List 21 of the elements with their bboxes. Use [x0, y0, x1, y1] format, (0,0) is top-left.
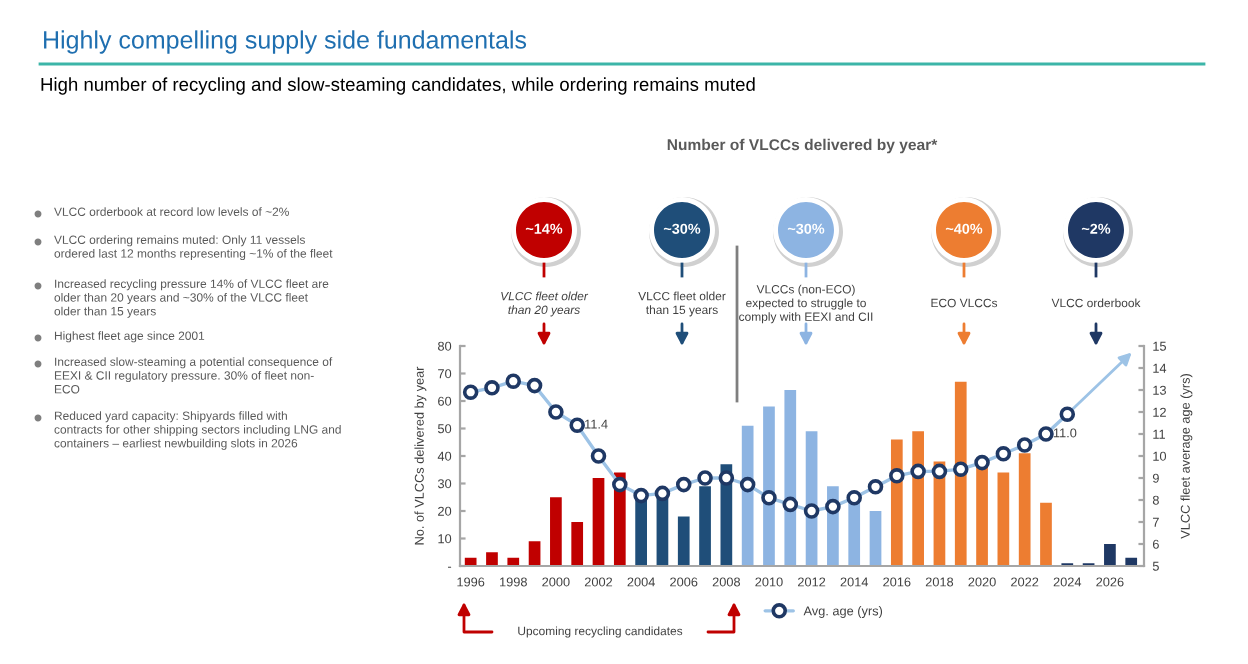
- chart-subtitle: High number of recycling and slow-steaming candidates, while ordering remains muted: [41, 77, 755, 95]
- bar: [997, 472, 1010, 566]
- bar: [677, 516, 690, 566]
- bar: [1104, 544, 1116, 566]
- bar: [784, 390, 797, 566]
- bar: [869, 511, 882, 566]
- bar: [848, 500, 861, 566]
- bar: [699, 486, 711, 566]
- bar: [1040, 502, 1052, 566]
- bar: [1018, 453, 1031, 566]
- bar: [528, 541, 541, 566]
- bar: [741, 425, 754, 566]
- bar: [486, 552, 498, 566]
- bar: [954, 381, 967, 566]
- bar: [592, 478, 605, 566]
- chart-title: Highly compelling supply side fundamentals: [44, 30, 527, 54]
- bar: [571, 522, 584, 566]
- bar: [912, 431, 924, 566]
- bar: [763, 406, 775, 566]
- bar: [976, 464, 988, 566]
- bar: [550, 497, 562, 566]
